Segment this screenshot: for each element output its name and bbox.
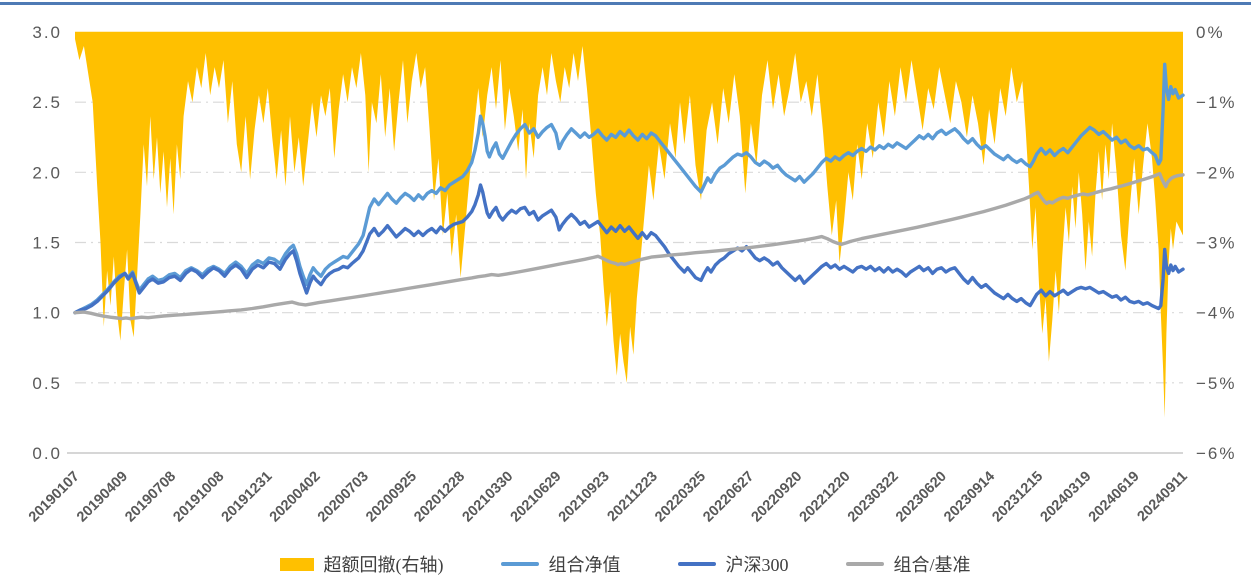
legend-label: 超额回撤(右轴) — [323, 555, 444, 575]
x-axis-tick-label: 20231215 — [989, 469, 1046, 526]
x-axis-tick-label: 20190409 — [74, 469, 131, 526]
drawdown-fill — [75, 32, 1183, 418]
x-axis-tick-label: 20240911 — [1134, 469, 1190, 525]
x-axis-labels: 2019010720190409201907082019100820191231… — [26, 469, 1191, 526]
right-axis-tick-label: −5% — [1196, 374, 1237, 393]
x-axis-tick-label: 20191231 — [219, 469, 276, 526]
right-axis-tick-label: −3% — [1196, 234, 1237, 253]
chart-legend: 超额回撤(右轴) 组合净值 沪深300 组合/基准 — [0, 551, 1251, 577]
x-axis-tick-label: 20230914 — [941, 469, 998, 526]
right-axis-tick-label: −4% — [1196, 304, 1237, 323]
left-axis-tick-label: 0.5 — [32, 374, 62, 393]
legend-area-swatch — [280, 557, 315, 571]
top-divider-rule — [0, 2, 1251, 5]
left-axis-tick-label: 2.0 — [32, 163, 62, 182]
x-axis-tick-label: 20191008 — [170, 469, 227, 526]
x-axis-tick-label: 20200925 — [363, 469, 420, 526]
x-axis-tick-label: 20211223 — [605, 469, 661, 525]
legend-label: 组合/基准 — [893, 555, 971, 575]
x-axis-tick-label: 20190107 — [26, 469, 83, 526]
excess-drawdown-area — [75, 31, 1183, 418]
left-axis-tick-label: 3.0 — [32, 23, 62, 42]
x-axis-tick-label: 20190708 — [122, 469, 179, 526]
legend-item-0: 超额回撤(右轴) — [280, 551, 443, 577]
x-axis-tick-label: 20230322 — [845, 469, 902, 526]
x-axis-tick-label: 20240619 — [1086, 469, 1143, 526]
x-axis-tick-label: 20220920 — [749, 469, 806, 526]
legend-item-3: 组合/基准 — [846, 551, 971, 577]
legend-line-swatch — [501, 562, 540, 566]
legend-label: 组合净值 — [548, 555, 621, 575]
legend-item-2: 沪深300 — [678, 551, 788, 577]
x-axis-tick-label: 20240319 — [1038, 469, 1095, 526]
right-axis-labels: 0% −1% −2% −3% −4% −5% −6% — [1196, 23, 1237, 463]
x-axis-tick-label: 20210629 — [508, 469, 565, 526]
x-axis-tick-label: 20220627 — [700, 469, 757, 526]
legend-label: 沪深300 — [725, 555, 789, 575]
right-axis-tick-label: −2% — [1196, 163, 1237, 182]
left-axis-labels: 3.0 2.5 2.0 1.5 1.0 0.5 0.0 — [32, 23, 62, 463]
left-axis-tick-label: 0.0 — [32, 444, 62, 463]
portfolio-benchmark-ratio-line — [73, 171, 1185, 321]
right-axis-tick-label: −1% — [1196, 93, 1237, 112]
left-axis-tick-label: 1.5 — [32, 234, 62, 253]
x-axis-tick-label: 20210923 — [556, 469, 613, 526]
legend-line-swatch — [678, 562, 717, 566]
left-axis-tick-label: 2.5 — [32, 93, 62, 112]
legend-item-1: 组合净值 — [501, 551, 620, 577]
x-axis-tick-label: 20201228 — [411, 469, 468, 526]
x-axis-tick-label: 20221220 — [797, 469, 854, 526]
csi300-line — [73, 183, 1185, 315]
right-axis-tick-label: 0% — [1196, 23, 1225, 42]
x-axis-tick-label: 20230620 — [893, 469, 950, 526]
right-axis-tick-label: −6% — [1196, 444, 1237, 463]
x-axis-tick-label: 20220325 — [652, 469, 709, 526]
x-axis-tick-label: 20210330 — [459, 469, 516, 526]
left-axis-tick-label: 1.0 — [32, 304, 62, 323]
x-axis-tick-label: 20200402 — [267, 469, 324, 526]
legend-line-swatch — [846, 562, 885, 566]
portfolio-nav-line — [73, 62, 1185, 315]
x-axis-tick-label: 20200703 — [315, 469, 372, 526]
